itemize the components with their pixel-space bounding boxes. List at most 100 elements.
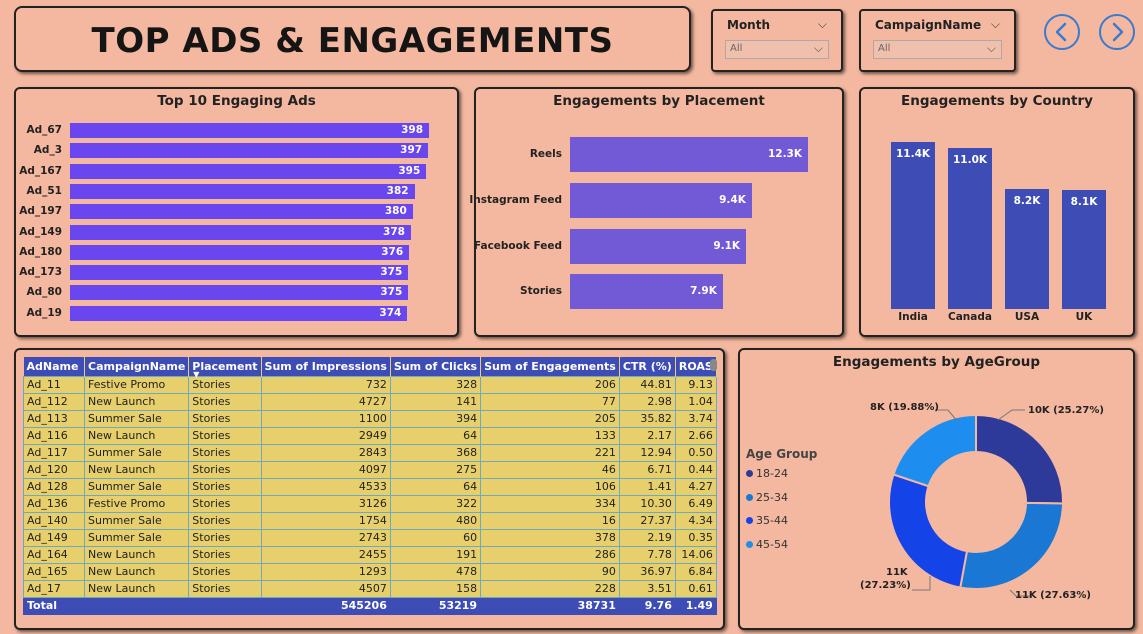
table-row[interactable]: Ad_17 New Launch Stories 4507 158 228 3.51 0.61 [23,579,717,598]
legend-item[interactable]: 18-24 [746,467,788,480]
legend-dot-icon [746,517,753,524]
donut-label-35-44-value: 11K [886,567,908,578]
table-cell: New Launch [83,392,190,411]
forward-button[interactable] [1099,14,1135,50]
table-row[interactable]: Ad_149 Summer Sale Stories 2743 60 378 2.19 0.3… [23,528,717,547]
top-ads-bar-row[interactable]: Ad_80 375 [26,285,430,301]
column-header[interactable]: Sum of Clicks [390,357,482,376]
table-cell: 16 [480,511,620,530]
month-dropdown[interactable]: All ⌵ [725,40,829,59]
country-bar-value: 11.0K [952,153,988,166]
donut-slice[interactable] [892,413,977,488]
column-header[interactable]: Sum of Impressions [261,357,391,376]
table-cell: Stories [188,511,262,530]
sort-down-icon[interactable]: ▼ [193,369,200,379]
top-ads-bar[interactable]: 382 [70,183,415,199]
country-bar[interactable]: 11.0K [948,147,992,309]
legend-label: 25-34 [756,490,788,504]
table-total-cell: 53219 [389,596,482,615]
back-button[interactable] [1044,14,1080,50]
table-cell: Ad_149 [23,528,85,547]
column-header[interactable]: CampaignName [84,357,190,376]
placement-bar[interactable]: 9.1K [570,228,747,264]
top-ads-bar[interactable]: 395 [70,163,427,179]
placement-bar[interactable]: 12.3K [570,137,808,172]
column-header[interactable]: Sum of Engagements [480,357,620,376]
top-ads-bar-row[interactable]: Ad_51 382 [26,183,430,199]
chevron-down-icon[interactable]: ⌵ [813,41,823,55]
top-ads-bar[interactable]: 374 [70,305,408,321]
top-ads-bar[interactable]: 376 [70,244,410,260]
top-ads-bar[interactable]: 378 [70,224,411,240]
table-row[interactable]: Ad_116 New Launch Stories 2949 64 133 2.17 2.66 [23,426,717,445]
table-cell: 1.41 [618,477,676,496]
table-cell: Ad_164 [23,545,85,564]
top-ads-bar-row[interactable]: Ad_197 380 [19,204,430,220]
donut-label-35-44-pct: (27.23%) [860,580,911,591]
top-ads-bar-row[interactable]: Ad_167 395 [19,163,430,179]
table-row[interactable]: Ad_113 Summer Sale Stories 1100 394 205 35.82 3… [23,409,717,428]
top-ads-bar[interactable]: 375 [70,285,409,301]
country-bar[interactable]: 11.4K [891,142,935,309]
country-bar[interactable]: 8.2K [1005,188,1049,309]
month-slicer[interactable]: Month ⌵ All ⌵ [711,9,843,72]
top-ads-plot: Ad_67 398 Ad_3 397 Ad_167 395 Ad_51 382 Ad_197 38… [19,123,430,323]
table-row[interactable]: Ad_164 New Launch Stories 2455 191 286 7.78 14.… [23,545,717,564]
table-row[interactable]: Ad_128 Summer Sale Stories 4533 64 106 1.41 4.2… [23,477,717,496]
table-scrollbar[interactable] [710,357,717,622]
table-row[interactable]: Ad_117 Summer Sale Stories 2843 368 221 12.94 0… [23,443,717,462]
table-row[interactable]: Ad_136 Festive Promo Stories 3126 322 334 10.3… [23,494,717,513]
table-cell: Ad_113 [23,409,85,428]
placement-bar-label: Stories [520,285,562,298]
top-ads-bar-row[interactable]: Ad_3 397 [34,143,430,159]
chevron-down-icon[interactable]: ⌵ [986,41,996,55]
table-cell: 4727 [260,392,391,411]
country-bar-category: USA [1014,311,1040,323]
top-ads-bar-row[interactable]: Ad_67 398 [26,123,430,138]
table-row[interactable]: Ad_165 New Launch Stories 1293 478 90 36.97 6.8… [23,562,717,581]
column-header[interactable]: Placement ▼ [188,357,262,379]
top-ads-bar[interactable]: 375 [70,265,409,281]
table-cell: 328 [389,375,482,394]
table-row[interactable]: Ad_112 New Launch Stories 4727 141 77 2.98 1.04 [23,392,717,411]
chevron-down-icon[interactable]: ⌵ [990,17,1000,31]
legend-item[interactable]: 35-44 [746,514,788,527]
column-header-label: Sum of Clicks [393,359,478,373]
scrollbar-thumb[interactable] [710,359,717,371]
table-cell: 4.34 [674,511,717,530]
table-cell: 3.74 [674,409,717,428]
campaign-slicer[interactable]: CampaignName ⌵ All ⌵ [859,9,1016,72]
table-row[interactable]: Ad_11 Festive Promo Stories 732 328 206 44.81 9… [23,375,717,394]
country-bar[interactable]: 8.1K [1062,190,1106,309]
top-ads-bar-value: 375 [380,286,403,299]
table-row[interactable]: Ad_140 Summer Sale Stories 1754 480 16 27.37 4.… [23,511,717,530]
top-ads-bar-row[interactable]: Ad_19 374 [26,305,430,321]
column-header[interactable]: CTR (%) [619,357,676,376]
column-header[interactable]: AdName [23,357,85,376]
top-ads-bar-row[interactable]: Ad_173 375 [19,265,430,281]
table-cell: 6.84 [674,562,717,581]
top-ads-card: Top 10 Engaging Ads Ad_67 398 Ad_3 397 Ad_16… [14,87,459,337]
top-ads-bar[interactable]: 397 [70,143,429,159]
legend-item[interactable]: 25-34 [746,491,788,504]
column-header[interactable]: ROAS [675,357,717,376]
table-cell: Ad_117 [23,443,85,462]
legend-item[interactable]: 45-54 [746,538,788,551]
top-ads-bar-row[interactable]: Ad_180 376 [19,244,430,260]
age-card: Engagements by AgeGroup Age Group 18-24 2… [738,348,1135,630]
donut-slice[interactable] [959,501,1065,590]
table-row[interactable]: Ad_120 New Launch Stories 4097 275 46 6.71 0.44 [23,460,717,479]
ads-table: AdName CampaignName Placement ▼ Sum of Impre… [23,357,717,615]
top-ads-bar[interactable]: 398 [70,123,429,138]
top-ads-bar[interactable]: 380 [70,204,413,220]
table-cell: 1100 [260,409,391,428]
table-cell: 0.44 [674,460,717,479]
campaign-dropdown[interactable]: All ⌵ [873,40,1002,59]
placement-bar[interactable]: 7.9K [570,274,723,310]
top-ads-bar-row[interactable]: Ad_149 378 [19,224,430,240]
chevron-down-icon[interactable]: ⌵ [817,17,827,31]
donut-slice[interactable] [888,473,969,589]
placement-bar[interactable]: 9.4K [570,182,752,218]
legend-label: 45-54 [756,537,788,551]
table-cell: 10.30 [618,494,676,513]
